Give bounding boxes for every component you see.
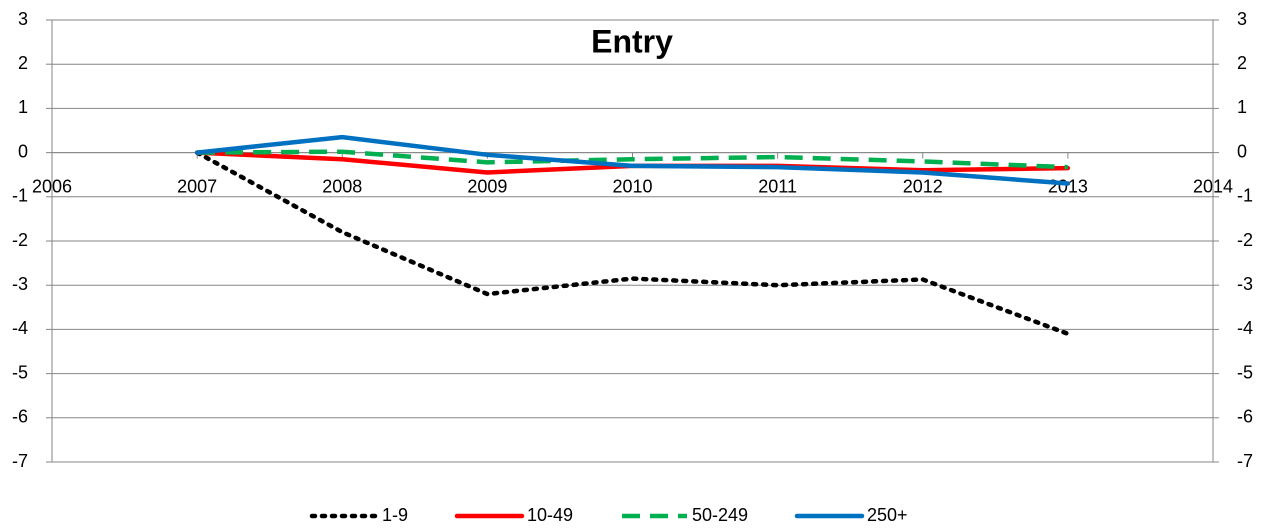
legend-label: 50-249 xyxy=(692,505,748,525)
x-tick-label: 2008 xyxy=(322,176,362,196)
legend-label: 10-49 xyxy=(527,505,573,525)
x-tick-label: 2009 xyxy=(467,176,507,196)
x-tick-label: 2013 xyxy=(1048,176,1088,196)
y2-tick-label: -1 xyxy=(1237,186,1253,206)
y-tick-label: -6 xyxy=(12,407,28,427)
legend-label: 250+ xyxy=(867,505,908,525)
y2-tick-label: -6 xyxy=(1237,407,1253,427)
y2-tick-label: -3 xyxy=(1237,274,1253,294)
y-tick-label: -2 xyxy=(12,230,28,250)
y2-tick-label: -5 xyxy=(1237,362,1253,382)
y2-tick-label: 1 xyxy=(1237,97,1247,117)
y-tick-label: -4 xyxy=(12,318,28,338)
y-tick-label: 2 xyxy=(18,53,28,73)
y2-tick-label: -4 xyxy=(1237,318,1253,338)
x-tick-label: 2007 xyxy=(177,176,217,196)
x-tick-label: 2006 xyxy=(32,176,72,196)
y2-tick-label: 2 xyxy=(1237,53,1247,73)
x-tick-label: 2010 xyxy=(612,176,652,196)
y-tick-label: -3 xyxy=(12,274,28,294)
y2-tick-label: -7 xyxy=(1237,451,1253,471)
x-tick-label: 2012 xyxy=(903,176,943,196)
y-tick-label: -7 xyxy=(12,451,28,471)
y-tick-label: 0 xyxy=(18,141,28,161)
x-tick-label: 2014 xyxy=(1193,176,1233,196)
series-line xyxy=(197,149,1068,170)
x-tick-label: 2011 xyxy=(758,176,797,196)
y-tick-label: 3 xyxy=(18,9,28,29)
y2-tick-label: 0 xyxy=(1237,141,1247,161)
y2-tick-label: -2 xyxy=(1237,230,1253,250)
legend-label: 1-9 xyxy=(382,505,408,525)
plot-border xyxy=(51,19,1214,463)
y-tick-label: -1 xyxy=(12,186,28,206)
series-line xyxy=(194,134,1071,186)
y-tick-label: 1 xyxy=(18,97,28,117)
y-tick-label: -5 xyxy=(12,362,28,382)
series-line xyxy=(194,150,1071,337)
y2-tick-label: 3 xyxy=(1237,9,1247,29)
chart-title: Entry xyxy=(591,23,673,59)
